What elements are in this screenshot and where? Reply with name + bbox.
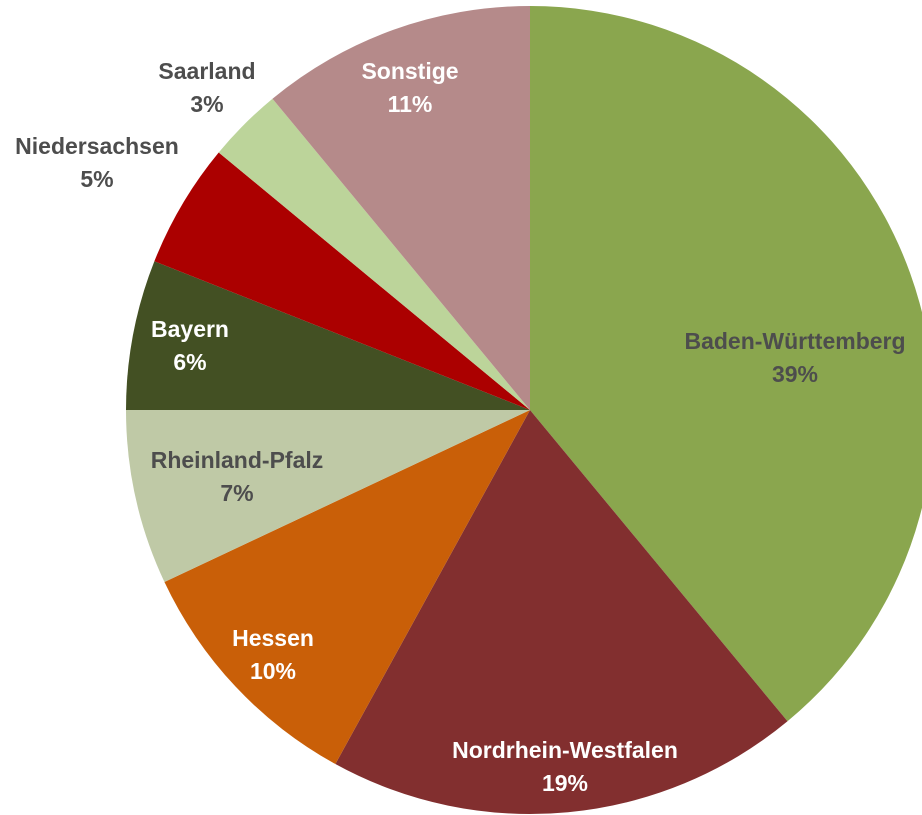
slice-label: Hessen: [232, 625, 314, 651]
slice-value-label: 7%: [220, 480, 253, 506]
pie-slice: [272, 6, 530, 410]
slice-label: Sonstige: [361, 58, 458, 84]
pie-slice: [530, 6, 922, 722]
slice-value-label: 6%: [173, 349, 206, 375]
slice-value-label: 19%: [542, 770, 588, 796]
pie-slice: [335, 410, 788, 814]
slice-value-label: 39%: [772, 361, 818, 387]
slice-label: Rheinland-Pfalz: [151, 447, 324, 473]
pie-slice: [218, 98, 530, 410]
slice-label: Bayern: [151, 316, 229, 342]
slice-value-label: 10%: [250, 658, 296, 684]
slice-value-label: 5%: [80, 166, 113, 192]
slice-label: Saarland: [158, 58, 255, 84]
slice-value-label: 3%: [190, 91, 223, 117]
pie-slice: [164, 410, 530, 765]
pie-slice: [126, 261, 530, 410]
pie-slice: [126, 410, 530, 583]
pie-slice: [154, 152, 530, 410]
slice-label: Baden-Württemberg: [684, 328, 905, 354]
slice-label: Niedersachsen: [15, 133, 179, 159]
slice-label: Nordrhein-Westfalen: [452, 737, 678, 763]
slice-value-label: 11%: [388, 91, 433, 117]
